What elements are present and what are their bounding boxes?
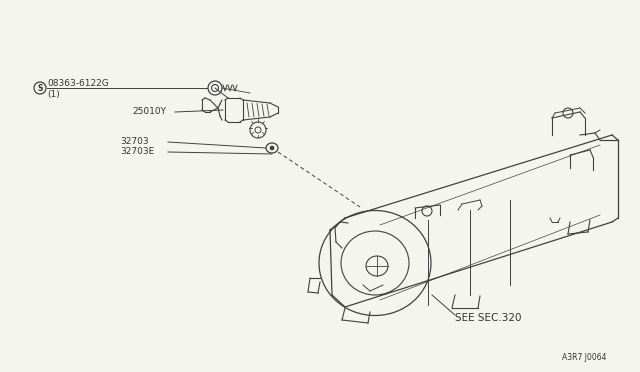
Text: A3R7 J0064: A3R7 J0064	[562, 353, 607, 362]
Text: 32703E: 32703E	[120, 148, 154, 157]
Text: 32703: 32703	[120, 138, 148, 147]
Text: (1): (1)	[47, 90, 60, 99]
Text: 08363-6122G: 08363-6122G	[47, 80, 109, 89]
Text: S: S	[37, 84, 43, 93]
Text: SEE SEC.320: SEE SEC.320	[455, 313, 522, 323]
Circle shape	[270, 146, 274, 150]
Text: 25010Y: 25010Y	[132, 108, 166, 116]
